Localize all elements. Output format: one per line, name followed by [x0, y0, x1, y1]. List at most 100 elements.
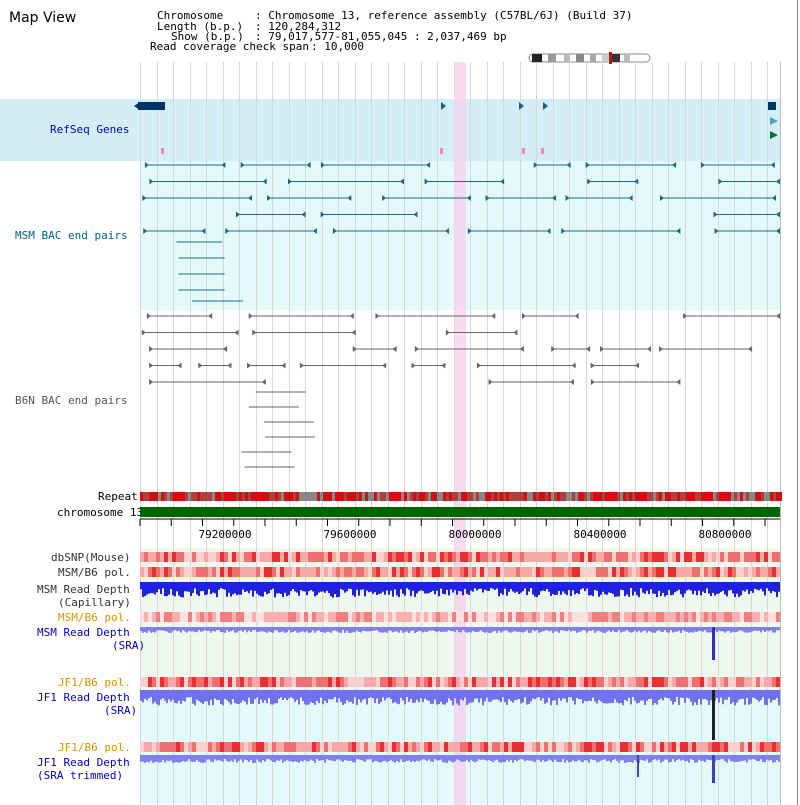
grid-line [635, 62, 636, 805]
track-label-b6n-bac[interactable]: B6N BAC end pairs [15, 394, 128, 407]
depth-bar [162, 755, 164, 760]
depth-bar [650, 755, 652, 763]
heat-cell [200, 552, 204, 562]
heat-cell [700, 552, 704, 562]
depth-bar [744, 755, 746, 761]
repeat-block [371, 492, 374, 501]
grid-line [767, 62, 768, 805]
depth-bar [618, 627, 620, 631]
depth-bar [476, 627, 478, 633]
depth-bar [268, 690, 270, 698]
track-label-jf1-depth-sub[interactable]: (SRA) [104, 704, 138, 717]
heat-cell [216, 612, 220, 622]
depth-bar [766, 755, 768, 760]
depth-bar [670, 627, 672, 631]
depth-bar [512, 755, 514, 763]
heat-cell [504, 552, 508, 562]
depth-bar [752, 627, 754, 632]
track-label-jf1-depth[interactable]: JF1 Read Depth [37, 691, 130, 704]
axis-tick-label: 80000000 [448, 528, 502, 541]
heat-cell [344, 567, 348, 577]
track-label-jf1-depth-trim[interactable]: JF1 Read Depth [37, 756, 130, 769]
heat-cell [256, 552, 260, 562]
depth-bar [230, 690, 232, 705]
depth-bar [548, 690, 550, 698]
heat-cell [772, 567, 776, 577]
heat-cell [616, 552, 620, 562]
heat-cell [484, 612, 488, 622]
track-label-jf1-depth-trim-sub[interactable]: (SRA trimmed) [37, 769, 124, 782]
depth-bar [442, 690, 444, 705]
grid-line [173, 62, 174, 805]
track-label-refseq[interactable]: RefSeq Genes [50, 123, 130, 136]
repeat-block [584, 492, 587, 501]
track-label-jf1-b6-pol-2[interactable]: JF1/B6 pol. [58, 741, 131, 754]
heat-cell [172, 742, 176, 752]
heat-cell [204, 677, 208, 687]
depth-bar [390, 582, 392, 591]
depth-bar [318, 690, 320, 704]
depth-bar [532, 690, 534, 699]
repeat-block [161, 492, 164, 501]
heat-cell [652, 567, 656, 577]
heat-cell [652, 677, 656, 687]
depth-bar [602, 627, 604, 633]
heat-cell [760, 567, 764, 577]
grid-line [421, 62, 422, 805]
depth-bar [588, 755, 590, 763]
depth-bar [682, 627, 684, 631]
heat-cell [260, 677, 264, 687]
depth-bar [708, 690, 710, 706]
depth-bar [768, 690, 770, 699]
repeat-block [305, 492, 308, 501]
depth-bar [552, 627, 554, 633]
heat-cell [204, 742, 208, 752]
heat-cell [484, 742, 488, 752]
depth-bar [316, 755, 318, 760]
depth-bar [514, 582, 516, 593]
heat-cell [676, 612, 680, 622]
track-label-msm-bac[interactable]: MSM BAC end pairs [15, 229, 128, 242]
heat-cell [716, 612, 720, 622]
grid-line [355, 62, 356, 805]
depth-bar [236, 582, 238, 596]
depth-bar [226, 690, 228, 701]
depth-bar [594, 755, 596, 761]
depth-bar [174, 627, 176, 631]
depth-bar [506, 755, 508, 761]
bac-end [519, 346, 524, 352]
chromosome-ideogram[interactable] [528, 52, 652, 64]
heat-cell [248, 612, 252, 622]
depth-bar [164, 627, 166, 631]
depth-bar [700, 755, 702, 761]
heat-cell [208, 567, 212, 577]
heat-cell [444, 677, 448, 687]
heat-cell [152, 567, 156, 577]
track-label-jf1-b6-pol[interactable]: JF1/B6 pol. [58, 676, 131, 689]
heat-cell [760, 552, 764, 562]
depth-bar [158, 755, 160, 763]
track-label-msm-depth-sra[interactable]: MSM Read Depth [37, 626, 130, 639]
depth-bar [374, 690, 376, 704]
depth-bar [182, 755, 184, 762]
depth-bar [610, 627, 612, 633]
track-label-msm-b6-pol-2[interactable]: MSM/B6 pol. [58, 611, 131, 624]
track-label-msm-depth-sra-sub[interactable]: (SRA) [112, 639, 146, 652]
heat-cell [188, 677, 192, 687]
heat-cell [320, 552, 324, 562]
heat-cell [588, 612, 592, 622]
heat-cell [772, 552, 776, 562]
depth-bar [388, 690, 390, 698]
depth-bar [684, 755, 686, 762]
depth-bar [576, 582, 578, 593]
heat-cell [520, 677, 524, 687]
heat-cell [648, 677, 652, 687]
depth-bar [258, 627, 260, 632]
heat-cell [196, 612, 200, 622]
heat-cell [680, 612, 684, 622]
heat-cell [172, 612, 176, 622]
heat-cell [372, 612, 376, 622]
depth-bar [450, 690, 452, 701]
